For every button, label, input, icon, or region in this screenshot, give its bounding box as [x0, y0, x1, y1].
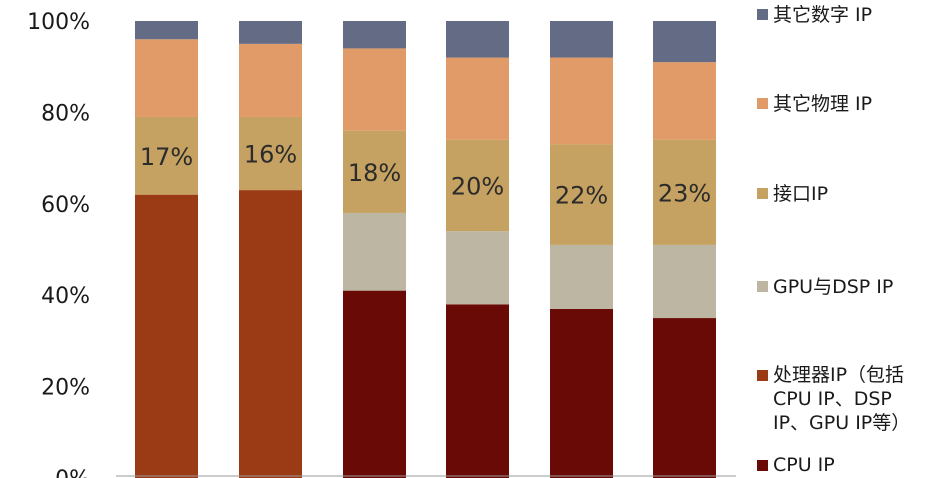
bar-segment: [135, 21, 198, 40]
bar-segment: [239, 43, 302, 117]
legend-swatch: [757, 9, 768, 20]
bar-segment: [653, 244, 716, 319]
legend-swatch: [757, 98, 768, 109]
legend-swatch: [757, 460, 768, 471]
y-tick-label: 0%: [55, 467, 90, 478]
data-label: 20%: [451, 173, 504, 201]
bar-segment: [343, 212, 406, 291]
bar-segment: [446, 57, 509, 140]
bar-segment: [446, 304, 509, 478]
data-label: 17%: [140, 143, 193, 171]
bar-segment: [653, 21, 716, 63]
bar-segment: [239, 21, 302, 44]
y-tick-label: 100%: [27, 10, 90, 35]
legend-label: 处理器IP（包括 CPU IP、DSP IP、GPU IP等）: [773, 364, 911, 434]
y-axis: 0% 20% 40% 60% 80% 100%: [27, 10, 90, 478]
bar-segment: [550, 244, 613, 309]
bar-segment: [653, 62, 716, 140]
bar-segment: [653, 139, 716, 245]
bar-segment: [446, 21, 509, 58]
legend-label: CPU IP: [773, 454, 835, 476]
bar-segment: [653, 318, 716, 478]
bar-segment: [343, 21, 406, 49]
bar-segment: [446, 139, 509, 232]
data-labels: 17% 16% 18% 20% 22% 23%: [140, 141, 711, 210]
y-tick-label: 80%: [41, 101, 90, 126]
bar-segment: [550, 21, 613, 58]
legend-label: 其它物理 IP: [773, 93, 873, 115]
y-tick-label: 20%: [41, 376, 90, 401]
bar-segment: [135, 194, 198, 478]
bars: [135, 21, 716, 478]
y-tick-label: 40%: [41, 284, 90, 309]
bar-segment: [239, 190, 302, 478]
data-label: 23%: [658, 179, 711, 207]
bar-segment: [446, 231, 509, 305]
bar-segment: [343, 290, 406, 478]
bar-segment: [550, 57, 613, 145]
legend-swatch: [757, 188, 768, 199]
legend-label: 其它数字 IP: [773, 4, 873, 26]
bar-segment: [343, 48, 406, 131]
bar-segment: [135, 116, 198, 195]
bar-segment: [550, 308, 613, 478]
legend-label: 接口IP: [773, 183, 829, 205]
data-label: 16%: [244, 141, 297, 169]
bar-segment: [550, 144, 613, 245]
legend-label: GPU与DSP IP: [773, 276, 894, 298]
bar-segment: [239, 116, 302, 191]
y-tick-label: 60%: [41, 193, 90, 218]
data-label: 18%: [348, 159, 401, 187]
bar-segment: [135, 39, 198, 117]
data-label: 22%: [555, 182, 608, 210]
bar-segment: [343, 130, 406, 213]
legend-swatch: [757, 281, 768, 292]
legend-swatch: [757, 370, 768, 381]
